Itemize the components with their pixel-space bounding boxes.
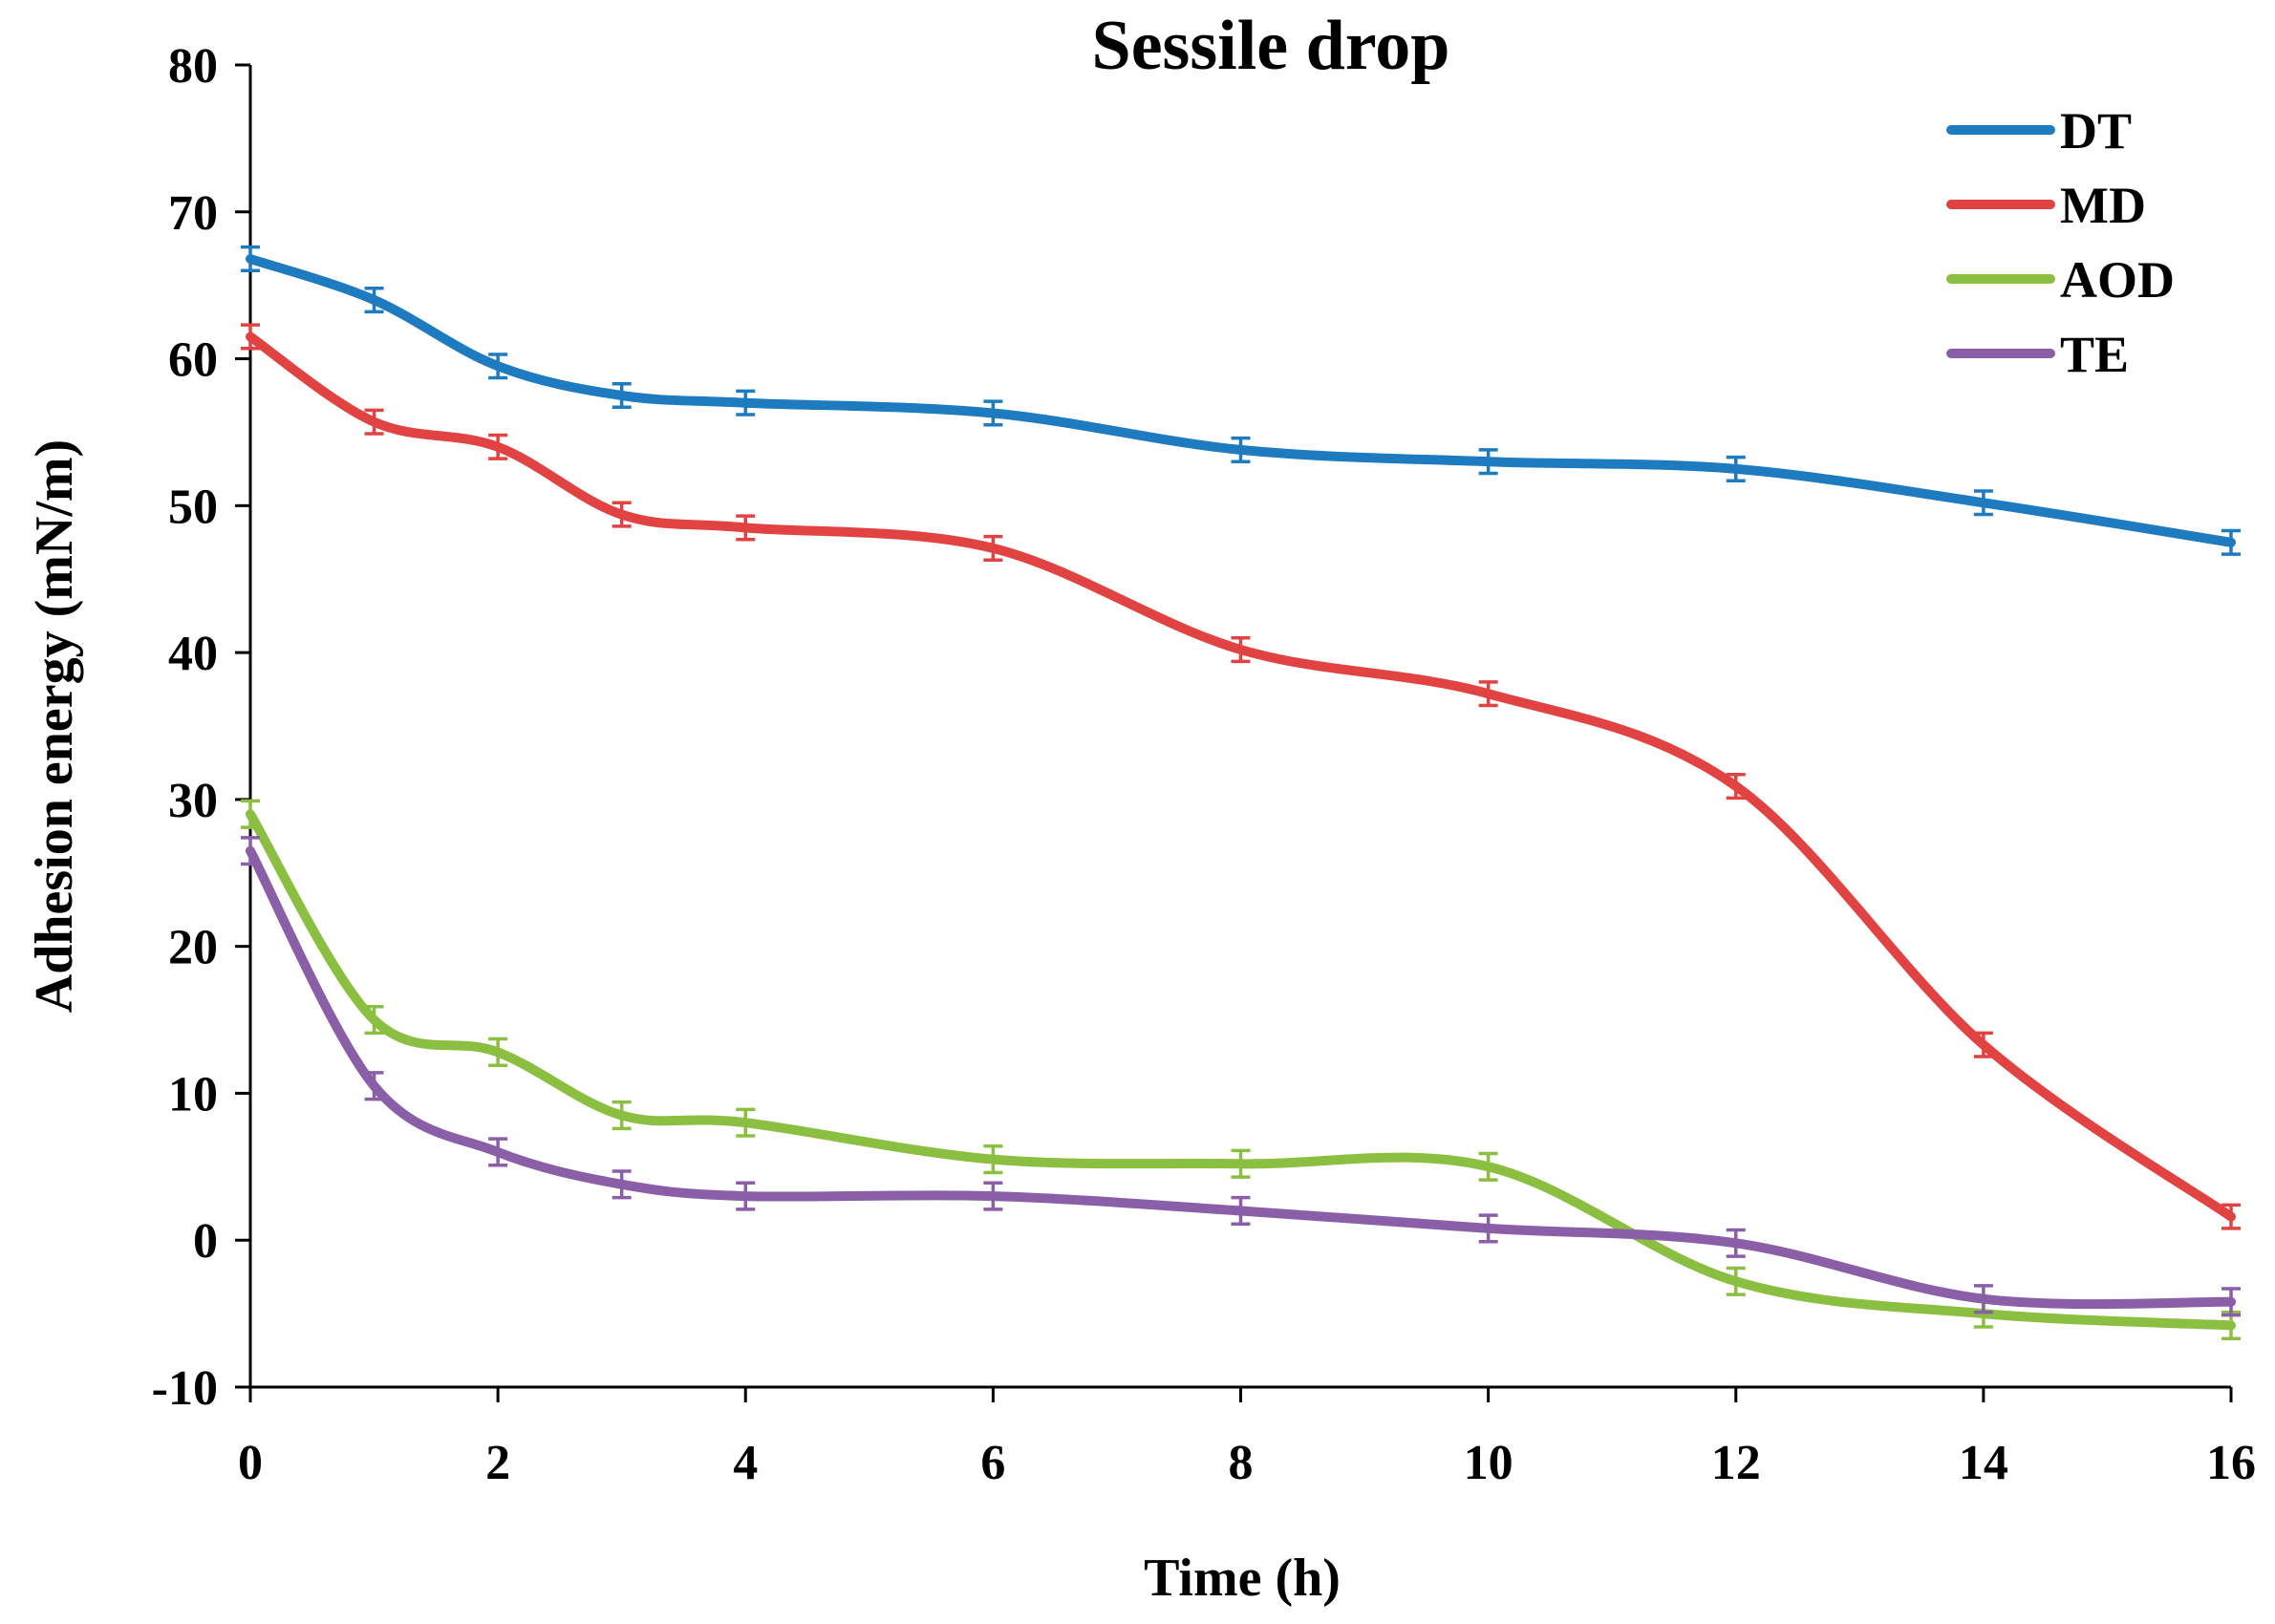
error-bar-dt bbox=[612, 381, 632, 410]
error-bar-dt bbox=[241, 245, 260, 273]
y-tick-label: 10 bbox=[168, 1067, 218, 1122]
series-line-dt bbox=[246, 254, 2236, 547]
error-bar-md bbox=[364, 408, 384, 436]
x-tick-label: 6 bbox=[980, 1436, 1005, 1490]
error-bar-dt bbox=[2221, 528, 2241, 556]
x-tick-label: 4 bbox=[733, 1436, 758, 1490]
y-tick-label: 60 bbox=[168, 333, 218, 388]
legend-label-dt: DT bbox=[2060, 102, 2132, 160]
y-tick-label: 70 bbox=[168, 186, 218, 241]
error-bar-dt bbox=[983, 399, 1003, 427]
error-bar-md bbox=[1726, 772, 1746, 801]
error-bar-md bbox=[1973, 1031, 1993, 1058]
legend-label-md: MD bbox=[2060, 177, 2146, 234]
error-bar-aod bbox=[612, 1100, 632, 1131]
x-tick-label: 2 bbox=[485, 1436, 510, 1490]
y-tick-label: 50 bbox=[168, 480, 218, 534]
series-te bbox=[241, 836, 2241, 1317]
error-bar-te bbox=[1973, 1284, 1993, 1314]
error-bar-te bbox=[364, 1071, 384, 1101]
y-tick-label: -10 bbox=[152, 1361, 218, 1416]
series-aod bbox=[241, 799, 2241, 1341]
error-bar-aod bbox=[1231, 1148, 1251, 1179]
legend-label-te: TE bbox=[2060, 326, 2129, 383]
error-bar-md bbox=[1231, 635, 1251, 664]
error-bar-dt bbox=[1231, 436, 1251, 463]
error-bar-aod bbox=[488, 1036, 508, 1067]
chart-title: Sessile drop bbox=[1092, 7, 1450, 85]
x-axis-label: Time (h) bbox=[1144, 1549, 1341, 1608]
error-bar-te bbox=[1478, 1213, 1498, 1244]
x-tick-label: 12 bbox=[1711, 1436, 1761, 1490]
x-tick-label: 16 bbox=[2206, 1436, 2256, 1490]
error-bar-te bbox=[488, 1137, 508, 1167]
error-bar-aod bbox=[241, 799, 260, 829]
error-bar-dt bbox=[1726, 455, 1746, 482]
error-bar-te bbox=[1231, 1195, 1251, 1227]
error-bar-aod bbox=[983, 1144, 1003, 1175]
error-bar-dt bbox=[488, 353, 508, 380]
error-bar-md bbox=[736, 514, 756, 542]
series-layer bbox=[241, 245, 2241, 1341]
series-line-aod bbox=[246, 809, 2236, 1331]
axes: -10 0 10 20 30 40 50 60 70 80 0 2 4 6 8 10 12 14 16 bbox=[152, 39, 2256, 1490]
x-tick-label: 0 bbox=[238, 1436, 263, 1490]
x-tick-label: 8 bbox=[1229, 1436, 1254, 1490]
error-bar-te bbox=[1726, 1228, 1746, 1258]
series-line-md bbox=[246, 331, 2236, 1222]
error-bar-md bbox=[241, 323, 260, 351]
error-bar-dt bbox=[1973, 489, 1993, 517]
error-bar-md bbox=[983, 534, 1003, 562]
y-tick-label: 0 bbox=[193, 1214, 218, 1269]
error-bar-dt bbox=[1478, 448, 1498, 476]
error-bar-te bbox=[241, 836, 260, 866]
error-bar-aod bbox=[736, 1107, 756, 1138]
y-tick-label: 40 bbox=[168, 627, 218, 681]
legend: DT MD AOD TE bbox=[1946, 102, 2175, 383]
y-axis-label: Adhesion energy (mN/m) bbox=[25, 439, 84, 1013]
error-bar-aod bbox=[364, 1004, 384, 1036]
error-bar-te bbox=[736, 1181, 756, 1211]
error-bar-aod bbox=[1478, 1151, 1498, 1182]
error-bar-md bbox=[2221, 1203, 2241, 1230]
error-bar-md bbox=[612, 501, 632, 528]
error-bar-dt bbox=[736, 389, 756, 417]
error-bar-te bbox=[983, 1181, 1003, 1211]
error-bar-dt bbox=[364, 286, 384, 314]
series-md bbox=[241, 323, 2241, 1230]
x-tick-label: 10 bbox=[1464, 1436, 1513, 1490]
y-tick-label: 80 bbox=[168, 39, 218, 94]
error-bar-md bbox=[1478, 680, 1498, 708]
legend-label-aod: AOD bbox=[2060, 251, 2175, 309]
error-bar-te bbox=[612, 1169, 632, 1200]
series-dt bbox=[241, 245, 2241, 556]
x-tick-label: 14 bbox=[1959, 1436, 2008, 1490]
error-bar-te bbox=[2221, 1287, 2241, 1317]
y-tick-label: 30 bbox=[168, 774, 218, 828]
error-bar-aod bbox=[1726, 1266, 1746, 1296]
series-line-te bbox=[246, 845, 2236, 1310]
error-bar-md bbox=[488, 433, 508, 460]
y-tick-label: 20 bbox=[168, 921, 218, 975]
